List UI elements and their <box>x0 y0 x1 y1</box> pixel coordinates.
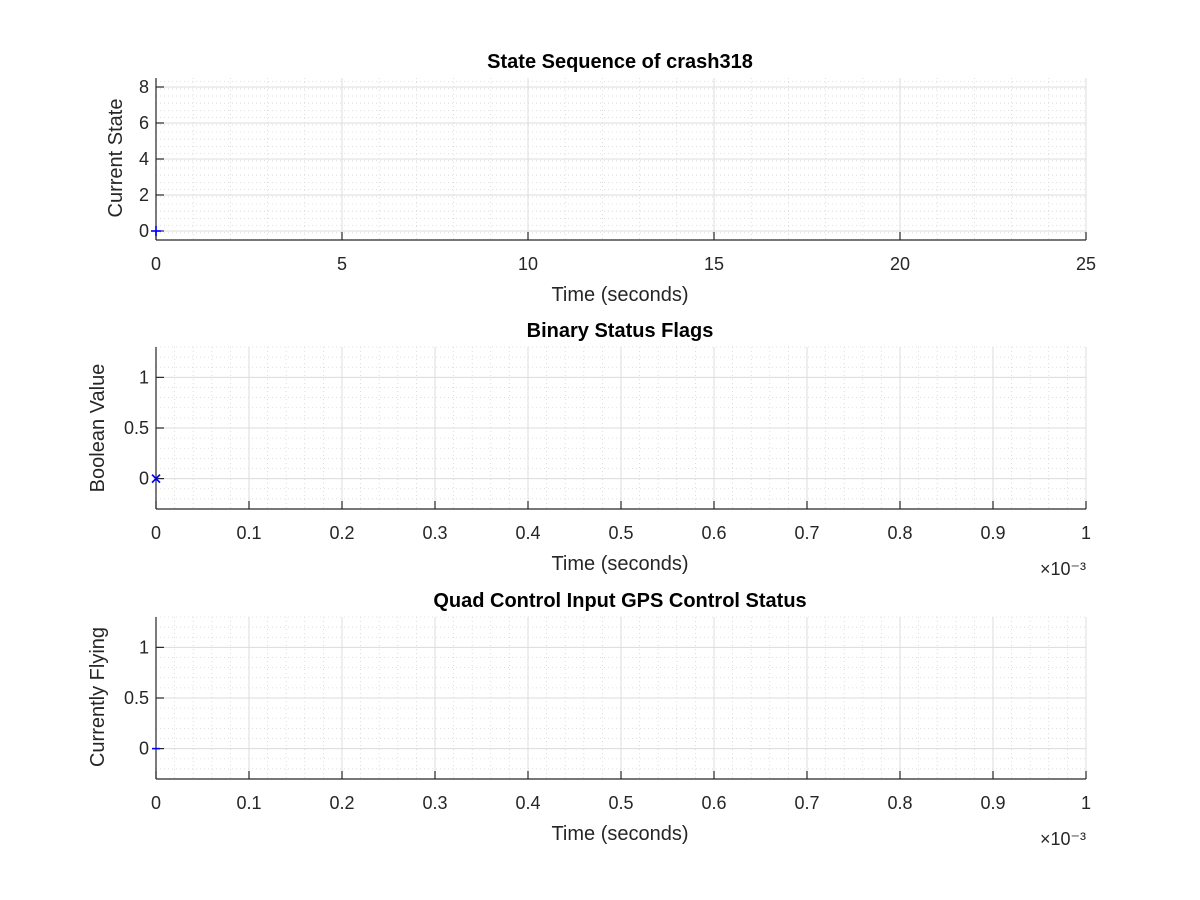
data-point <box>151 474 161 484</box>
y-axis-label: Currently Flying <box>87 627 109 767</box>
x-tick-label: 0.6 <box>701 793 726 813</box>
x-axis-label: Time (seconds) <box>551 553 688 575</box>
x-tick-label: 20 <box>890 254 910 274</box>
chart-title: State Sequence of crash318 <box>487 51 753 73</box>
x-tick-label: 0.9 <box>980 793 1005 813</box>
y-tick-label: 8 <box>139 77 149 97</box>
x-tick-label: 0.8 <box>887 523 912 543</box>
x-tick-label: 0.6 <box>701 523 726 543</box>
x-tick-label: 0.2 <box>329 793 354 813</box>
subplot-binary-status-flags: 0 0.1 0.2 0.3 0.4 0.5 0.6 0.7 0.8 0.9 1 0 0.5 1 Binar… <box>87 320 1091 579</box>
x-exponent-label: ×10⁻³ <box>1040 559 1086 579</box>
y-axis-label: Boolean Value <box>87 364 109 493</box>
data-point <box>151 226 161 236</box>
x-tick-label: 0.7 <box>794 523 819 543</box>
y-tick-label: 1 <box>139 637 149 657</box>
x-tick-label: 15 <box>704 254 724 274</box>
x-tick-label: 0.4 <box>515 793 540 813</box>
x-tick-label: 0.1 <box>236 793 261 813</box>
x-tick-label: 0.7 <box>794 793 819 813</box>
x-tick-label: 0 <box>151 793 161 813</box>
y-tick-label: 2 <box>139 185 149 205</box>
x-tick-label: 0.5 <box>608 523 633 543</box>
chart-title: Quad Control Input GPS Control Status <box>433 590 806 612</box>
subplot-gps-control-status: 0 0.1 0.2 0.3 0.4 0.5 0.6 0.7 0.8 0.9 1 0 0.5 1 Quad … <box>87 590 1091 849</box>
plot-area: 0 0.1 0.2 0.3 0.4 0.5 0.6 0.7 0.8 0.9 1 0 0.5 1 <box>124 346 1091 543</box>
x-tick-label: 0 <box>151 523 161 543</box>
y-tick-label: 0.5 <box>124 688 149 708</box>
x-tick-label: 0.3 <box>422 793 447 813</box>
x-tick-label: 0.3 <box>422 523 447 543</box>
x-tick-label: 0.4 <box>515 523 540 543</box>
y-tick-label: 1 <box>139 367 149 387</box>
plot-area: 0 5 10 15 20 25 0 2 4 6 8 <box>139 77 1096 274</box>
x-tick-label: 0.5 <box>608 793 633 813</box>
subplot-state-sequence: 0 5 10 15 20 25 0 2 4 6 8 State Sequence of crash3… <box>105 51 1096 306</box>
x-tick-label: 1 <box>1081 793 1091 813</box>
x-tick-label: 0 <box>151 254 161 274</box>
x-axis-label: Time (seconds) <box>551 284 688 306</box>
x-tick-label: 0.9 <box>980 523 1005 543</box>
x-tick-label: 10 <box>518 254 538 274</box>
y-tick-label: 0 <box>139 469 149 489</box>
plot-area: 0 0.1 0.2 0.3 0.4 0.5 0.6 0.7 0.8 0.9 1 0 0.5 1 <box>124 616 1091 813</box>
data-point-stroke <box>151 474 161 484</box>
y-axis-label: Current State <box>105 99 127 218</box>
x-tick-label: 25 <box>1076 254 1096 274</box>
x-tick-label: 5 <box>337 254 347 274</box>
x-exponent-label: ×10⁻³ <box>1040 829 1086 849</box>
y-tick-label: 0 <box>139 739 149 759</box>
y-tick-label: 0 <box>139 221 149 241</box>
y-tick-label: 0.5 <box>124 418 149 438</box>
x-tick-label: 0.8 <box>887 793 912 813</box>
chart-title: Binary Status Flags <box>527 320 714 342</box>
x-tick-label: 0.2 <box>329 523 354 543</box>
y-tick-label: 6 <box>139 113 149 133</box>
x-axis-label: Time (seconds) <box>551 823 688 845</box>
x-tick-label: 0.1 <box>236 523 261 543</box>
x-tick-label: 1 <box>1081 523 1091 543</box>
y-tick-label: 4 <box>139 149 149 169</box>
